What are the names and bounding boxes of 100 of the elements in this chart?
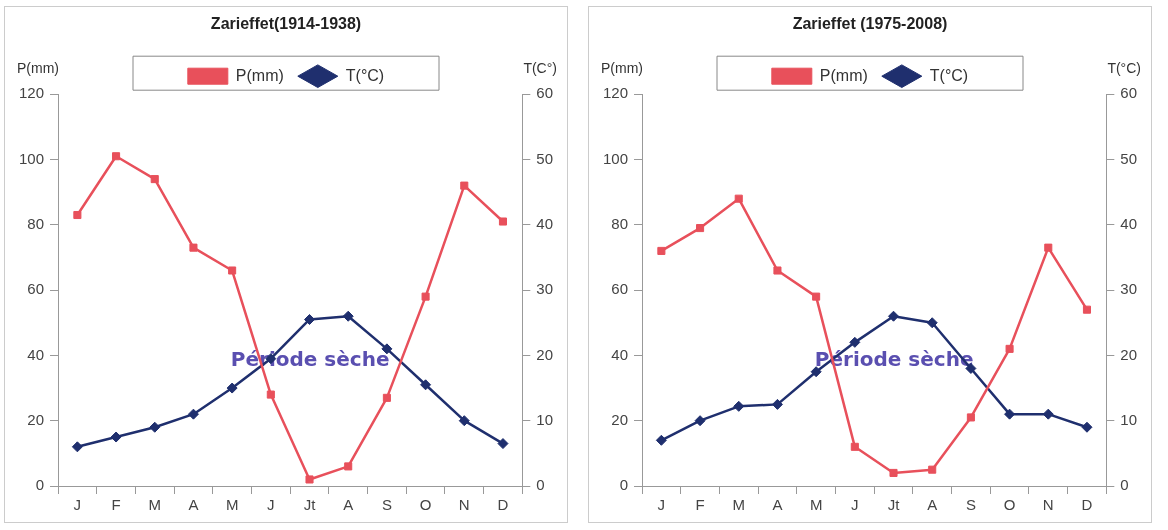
x-tick-label: J [267,496,275,514]
y-tick-label: 80 [611,214,629,232]
x-tick-label: F [695,496,705,514]
point [773,266,782,275]
x-tick-label: Jt [303,496,317,514]
point [889,468,898,477]
point [73,210,82,220]
x-tick-label: J [851,496,859,514]
point [694,415,706,427]
legend-label: P(mm) [235,66,284,84]
y2-tick-label: 10 [1120,410,1137,428]
point [966,413,975,422]
y-axis-title: P(mm) [17,59,59,76]
y-axis-title: P(mm) [601,59,643,76]
y-tick-label: 100 [19,149,45,167]
point [655,434,667,446]
y-tick-label: 20 [611,410,629,428]
x-tick-label: M [732,496,745,514]
y2-tick-label: 60 [536,84,553,102]
point [733,400,745,412]
legend-label: P(mm) [819,66,868,84]
point [498,217,508,226]
point [344,462,353,471]
x-tick-label: D [1081,496,1093,514]
x-tick-label: N [458,496,470,514]
point [928,465,937,474]
y2-tick-label: 30 [1120,280,1137,298]
y2-tick-label: 0 [1120,476,1129,494]
point [771,398,783,410]
x-tick-label: S [381,496,392,514]
point [1081,421,1093,433]
x-tick-label: M [809,496,823,514]
point [342,310,354,322]
x-tick-label: A [343,496,354,514]
point [266,390,275,399]
point [810,366,822,378]
point [1082,305,1092,314]
point [187,408,199,420]
y-tick-label: 20 [27,410,45,428]
x-tick-label: A [188,496,199,514]
point [888,310,900,322]
point [382,393,391,402]
y2-tick-label: 40 [536,214,553,232]
x-tick-label: M [148,496,161,514]
x-tick-label: J [657,496,666,514]
point [149,421,161,433]
x-tick-label: O [419,496,432,514]
point [734,194,743,203]
x-tick-label: A [927,496,938,514]
point [305,475,314,484]
x-tick-label: F [111,496,121,514]
y2-tick-label: 60 [1120,84,1137,102]
y2-tick-label: 10 [536,410,553,428]
x-tick-label: O [1003,496,1016,514]
y-tick-label: 60 [27,280,45,298]
point [1005,344,1014,353]
y2-tick-label: 40 [1120,214,1137,232]
point [926,317,938,329]
chart-title: Zarieffet (1975-2008) [792,15,948,33]
y-tick-label: 120 [19,84,45,102]
y2-axis-title: T(°C) [1107,59,1141,76]
x-tick-label: M [225,496,239,514]
y-tick-label: 0 [619,476,629,494]
y-tick-label: 0 [35,476,45,494]
y2-tick-label: 50 [536,149,553,167]
point [226,382,238,394]
point [460,181,469,190]
point [228,266,237,275]
point [71,441,83,453]
x-tick-label: N [1042,496,1054,514]
point [849,336,861,348]
y2-tick-label: 30 [536,280,553,298]
x-tick-label: A [772,496,783,514]
y2-tick-label: 50 [1120,149,1137,167]
point [458,415,470,427]
y-tick-label: 40 [611,345,629,363]
x-tick-label: J [73,496,82,514]
legend-label: T(°C) [345,66,385,84]
point [657,246,666,255]
x-tick-label: D [497,496,509,514]
legend-label: T(°C) [929,66,969,84]
y-tick-label: 120 [603,84,629,102]
x-tick-label: S [965,496,976,514]
y2-tick-label: 20 [536,345,553,363]
point [189,243,198,252]
x-tick-label: Jt [887,496,901,514]
y-tick-label: 100 [603,149,629,167]
point [497,438,509,450]
point [420,379,432,391]
point [1044,243,1053,252]
point [696,224,705,233]
y2-axis-title: T(C°) [523,59,557,76]
y-tick-label: 40 [27,345,45,363]
point [150,175,159,184]
point [112,152,121,161]
y-tick-label: 60 [611,280,629,298]
point [850,442,859,451]
point [421,292,430,301]
point [812,292,821,301]
y2-tick-label: 0 [536,476,545,494]
